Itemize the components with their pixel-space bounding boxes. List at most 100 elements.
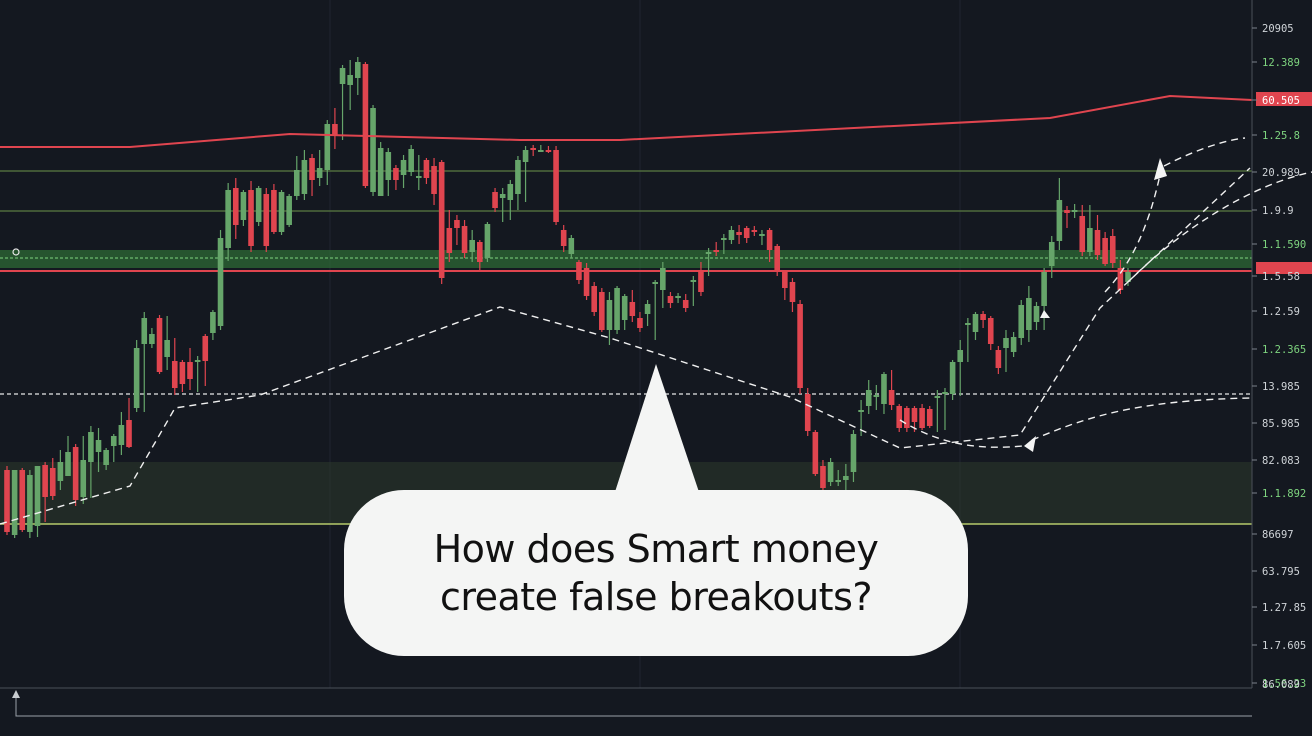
candle-down <box>332 124 338 136</box>
candle-down <box>492 192 498 208</box>
candle-up <box>614 288 620 330</box>
candle-up <box>278 192 285 232</box>
candle-down <box>126 420 132 447</box>
candle-up <box>1010 337 1017 352</box>
candle-down <box>560 230 567 246</box>
breakout-path <box>1104 174 1161 293</box>
candle-up <box>705 252 712 254</box>
candle-down <box>904 408 910 428</box>
level-marker <box>12 248 20 256</box>
candle-down <box>789 282 796 302</box>
candle-down <box>774 246 781 271</box>
candle-up <box>538 150 544 152</box>
candle-up <box>1041 272 1047 306</box>
candle-up <box>972 314 979 332</box>
candle-up <box>103 450 109 465</box>
candle-up <box>400 160 407 175</box>
candle-down <box>820 466 826 488</box>
candle-down <box>637 318 643 328</box>
candle-up <box>934 396 941 398</box>
arrow-head <box>1024 436 1036 452</box>
candle-down <box>19 470 26 530</box>
breakout-zone <box>0 250 1252 268</box>
candle-up <box>385 152 392 180</box>
candle-down <box>743 228 750 238</box>
candle-up <box>1071 210 1078 212</box>
candle-up <box>660 268 666 290</box>
candle-up <box>835 480 842 482</box>
candle-down <box>49 468 56 496</box>
price-label: 86.089 <box>1262 679 1300 691</box>
candle-down <box>1109 236 1116 263</box>
candle-up <box>240 192 247 220</box>
candle-down <box>797 304 803 388</box>
candle-down <box>461 226 468 253</box>
candle-up <box>942 392 948 394</box>
candle-up <box>141 318 148 344</box>
candle-down <box>42 465 48 497</box>
candle-down <box>530 148 536 150</box>
candle-up <box>11 470 18 535</box>
candle-up <box>515 160 521 194</box>
candle-down <box>271 190 277 232</box>
time-axis-bar <box>15 696 1252 717</box>
candle-up <box>850 434 857 472</box>
candle-down <box>1102 238 1108 264</box>
candle-down <box>1094 230 1101 255</box>
candle-down <box>423 160 430 178</box>
candle-up <box>949 362 956 394</box>
candle-up <box>27 475 33 532</box>
price-label: 12.389 <box>1262 57 1300 69</box>
candle-up <box>408 149 414 172</box>
candle-up <box>1003 338 1009 348</box>
candle-down <box>1117 268 1124 290</box>
candle-down <box>232 188 239 225</box>
candle-up <box>652 282 658 284</box>
candle-up <box>843 476 849 480</box>
candle-up <box>827 462 834 482</box>
candle-down <box>171 361 178 388</box>
candle-down <box>72 447 79 500</box>
candle-down <box>156 318 163 372</box>
candle-down <box>438 162 445 278</box>
candle-down <box>919 408 925 428</box>
candle-down <box>1064 210 1070 213</box>
candle-down <box>576 262 582 280</box>
candle-down <box>599 292 605 330</box>
candle-down <box>263 194 270 246</box>
ma-line <box>0 94 1253 148</box>
trend-path <box>899 419 1023 448</box>
candle-up <box>110 436 117 446</box>
candle-up <box>568 238 575 254</box>
candle-up <box>1056 200 1063 241</box>
candle-down <box>477 242 483 262</box>
candle-up <box>164 340 170 357</box>
candle-up <box>675 296 681 298</box>
candle-up <box>339 68 346 84</box>
candle-up <box>858 410 864 412</box>
candle-up <box>1018 305 1025 338</box>
candle-up <box>194 360 201 362</box>
candle-down <box>751 230 758 232</box>
trend-path <box>0 167 1251 525</box>
price-label: 1.2.365 <box>1262 344 1306 356</box>
candle-up <box>255 188 262 222</box>
candle-up <box>88 432 94 462</box>
candle-up <box>1026 298 1032 330</box>
candle-down <box>980 314 986 320</box>
candle-up <box>957 350 964 362</box>
candle-down <box>362 64 369 186</box>
price-label: 13.985 <box>1262 381 1300 393</box>
candle-up <box>118 425 125 445</box>
price-label: 1.56.23 <box>1262 678 1306 690</box>
candle-up <box>149 334 155 344</box>
candle-up <box>507 184 514 200</box>
breakout-path <box>1127 171 1312 283</box>
candle-up <box>293 170 300 196</box>
candle-down <box>766 230 773 250</box>
candle-up <box>865 390 872 406</box>
candle-down <box>1079 216 1086 252</box>
candle-up <box>34 466 41 526</box>
price-label: 20905 <box>1262 23 1294 35</box>
candle-up <box>873 395 880 397</box>
